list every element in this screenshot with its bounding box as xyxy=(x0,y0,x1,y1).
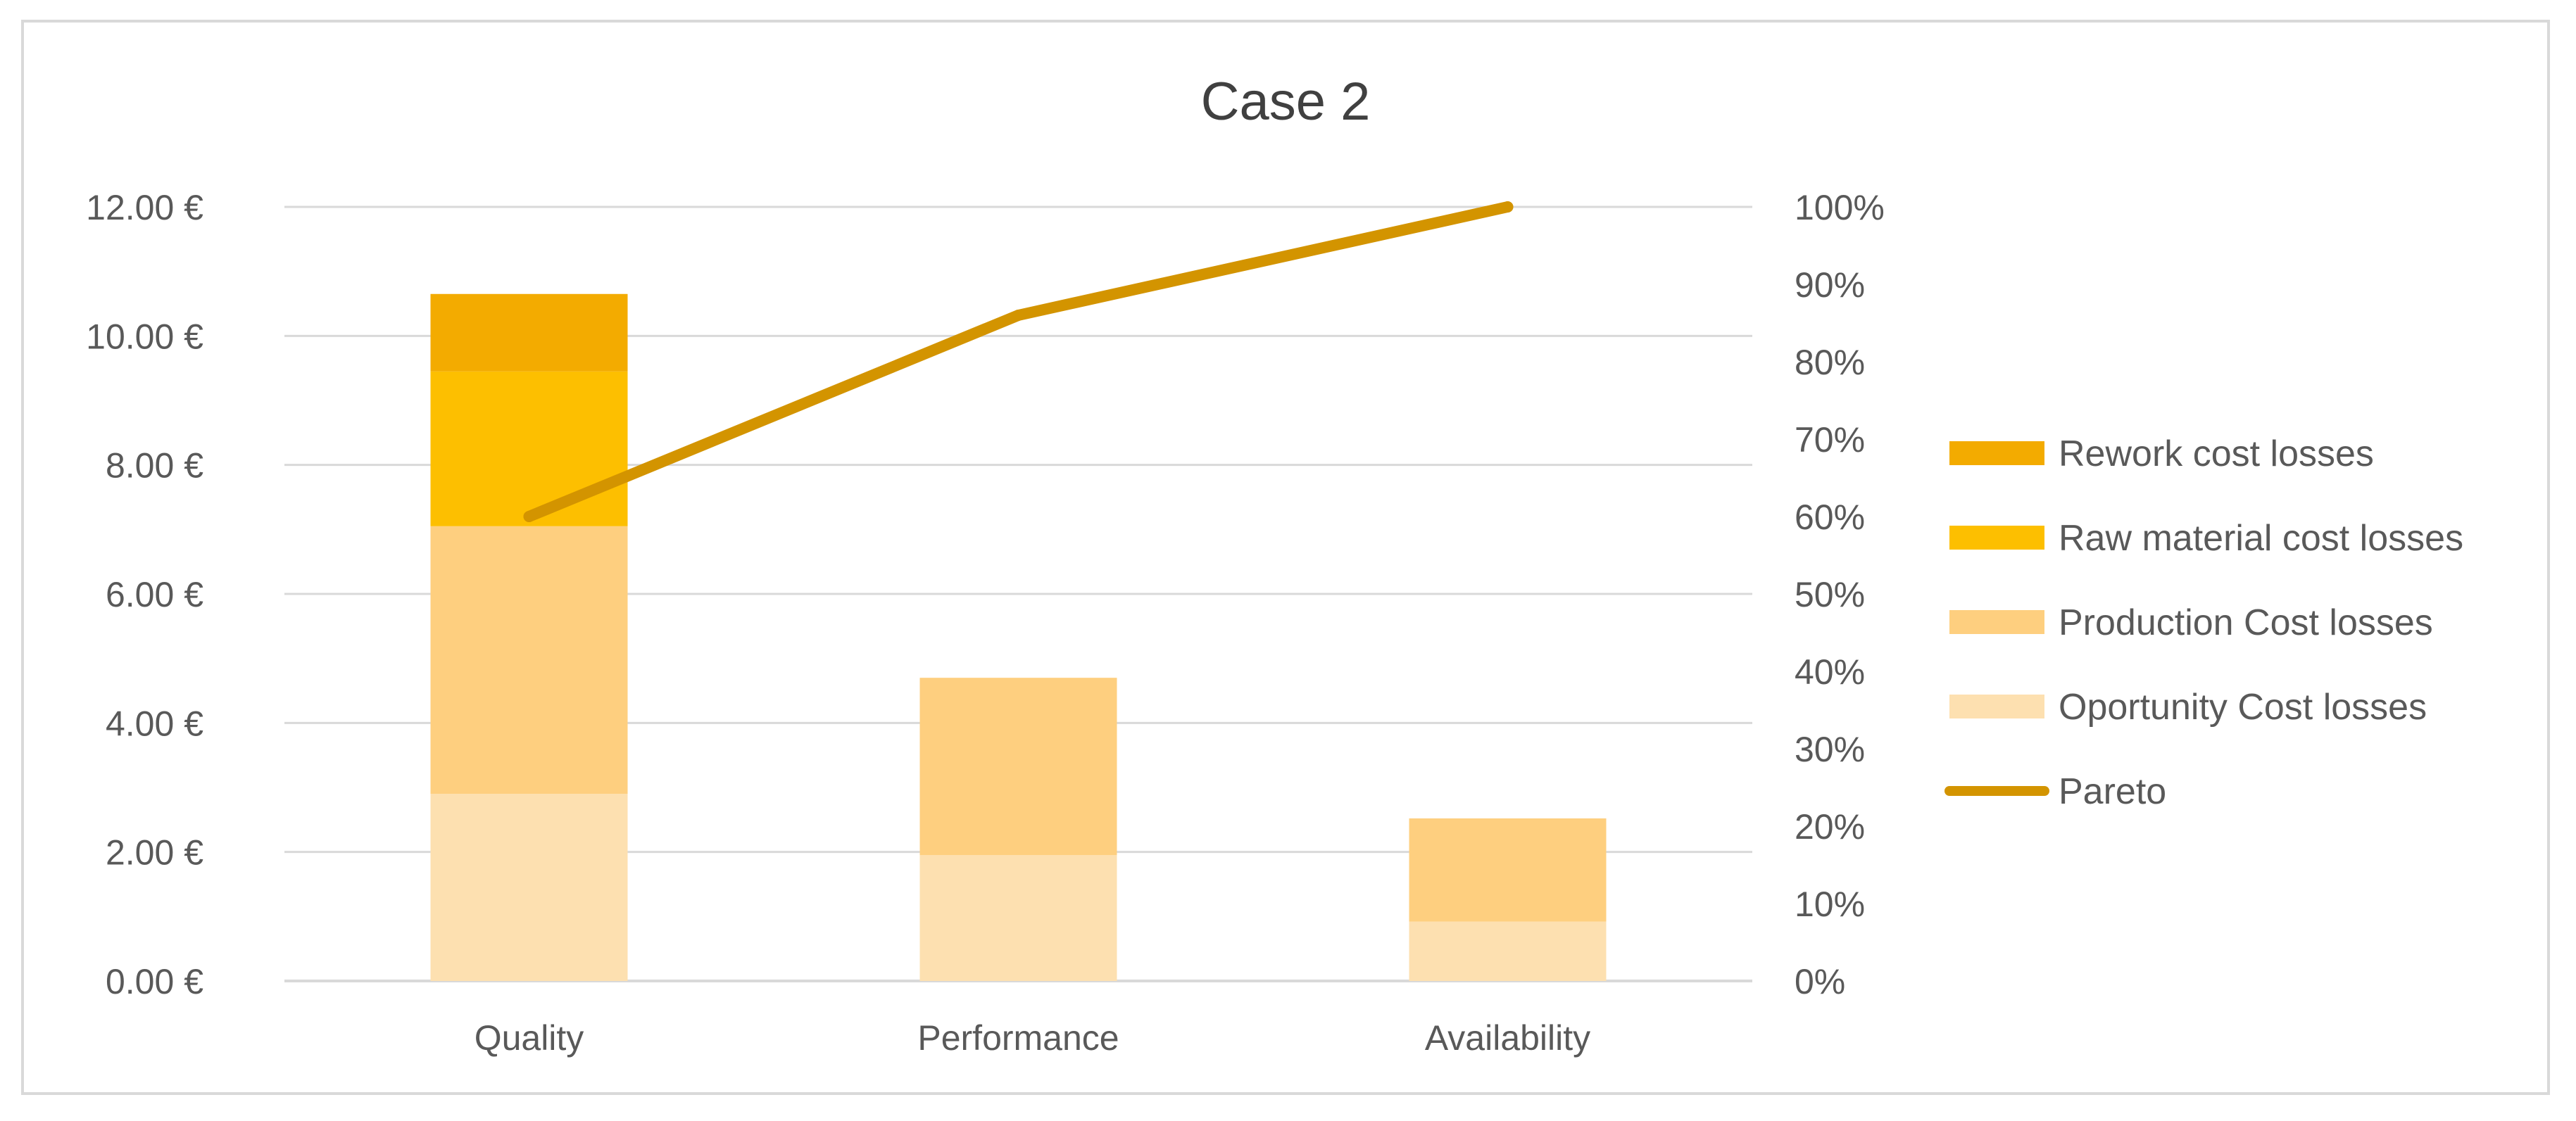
bar-segment xyxy=(430,293,628,372)
y2-tick-label: 20% xyxy=(1795,807,1865,847)
bar-segment xyxy=(430,526,628,794)
y-tick-label: 6.00 € xyxy=(106,575,203,614)
y2-tick-label: 50% xyxy=(1795,575,1865,614)
legend-label: Oportunity Cost losses xyxy=(2059,687,2427,728)
legend-swatch xyxy=(1949,610,2044,634)
y-tick-label: 12.00 € xyxy=(86,188,203,227)
y2-tick-label: 0% xyxy=(1795,962,1845,1001)
pareto-line-layer xyxy=(523,201,1514,522)
y-tick-label: 4.00 € xyxy=(106,704,203,743)
bars xyxy=(430,293,1607,981)
pareto-point xyxy=(523,511,535,522)
pareto-point xyxy=(1012,310,1024,321)
legend-swatch xyxy=(1949,695,2044,718)
pareto-line xyxy=(523,201,1514,522)
bar-segment xyxy=(1409,921,1607,981)
y2-tick-label: 10% xyxy=(1795,885,1865,924)
x-tick-label: Quality xyxy=(475,1018,584,1058)
legend: Rework cost losses Raw material cost loss… xyxy=(1944,433,2463,812)
x-tick-label: Performance xyxy=(917,1018,1119,1058)
legend-label: Raw material cost losses xyxy=(2059,518,2463,559)
bar-segment xyxy=(919,678,1117,856)
bar-segment xyxy=(919,855,1117,981)
legend-label: Production Cost losses xyxy=(2059,602,2433,643)
pareto-point xyxy=(1502,201,1514,213)
legend-label: Pareto xyxy=(2059,771,2166,812)
chart-frame: 0.00 € 2.00 € 4.00 € 6.00 € 8.00 € 10.00 € 12.… xyxy=(21,20,2550,1095)
pareto-chart: 0.00 € 2.00 € 4.00 € 6.00 € 8.00 € 10.00 € 12.… xyxy=(86,72,2463,1058)
legend-swatch xyxy=(1949,441,2044,465)
axes: 0.00 € 2.00 € 4.00 € 6.00 € 8.00 € 10.00 € 12.… xyxy=(86,188,1885,1058)
y2-tick-label: 100% xyxy=(1795,188,1885,227)
x-tick-label: Availability xyxy=(1425,1018,1590,1058)
y2-tick-label: 80% xyxy=(1795,343,1865,382)
y-tick-label: 0.00 € xyxy=(106,962,203,1001)
y2-tick-label: 40% xyxy=(1795,652,1865,692)
y2-tick-label: 90% xyxy=(1795,265,1865,305)
y2-tick-label: 30% xyxy=(1795,730,1865,769)
y-tick-label: 8.00 € xyxy=(106,446,203,486)
y-tick-label: 10.00 € xyxy=(86,317,203,356)
y-tick-label: 2.00 € xyxy=(106,833,203,873)
y2-tick-label: 70% xyxy=(1795,420,1865,460)
bar-segment xyxy=(430,794,628,981)
bar-segment xyxy=(430,371,628,526)
bar-segment xyxy=(1409,818,1607,922)
legend-label: Rework cost losses xyxy=(2059,433,2374,474)
chart-title: Case 2 xyxy=(1201,72,1371,132)
legend-swatch xyxy=(1949,526,2044,550)
y2-tick-label: 60% xyxy=(1795,498,1865,537)
